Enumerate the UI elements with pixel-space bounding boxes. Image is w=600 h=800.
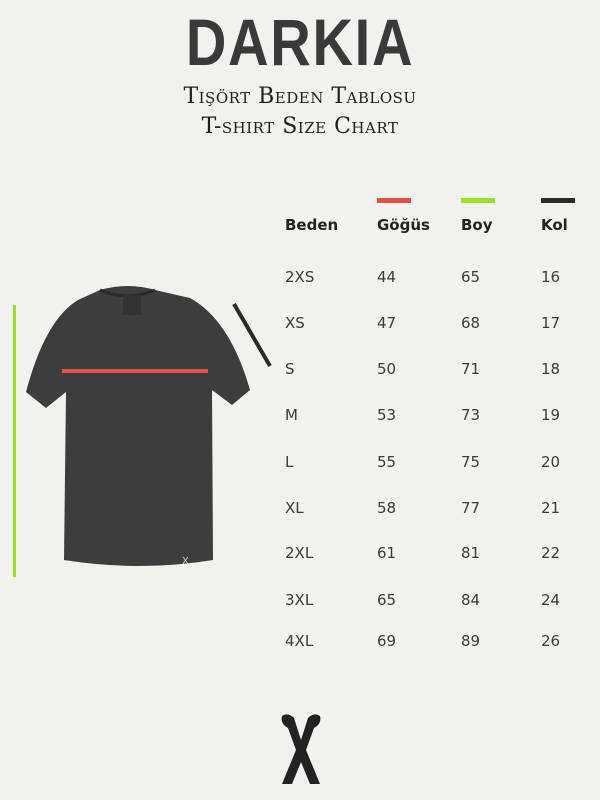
cell-kol: 20 bbox=[541, 453, 561, 471]
cell-gogus: 55 bbox=[377, 453, 397, 471]
cell-gogus: 65 bbox=[377, 591, 397, 609]
kol-color-bar bbox=[541, 198, 575, 203]
svg-text:X: X bbox=[182, 556, 189, 567]
cell-size: S bbox=[285, 360, 295, 378]
title-turkish: Tişört Beden Tablosu bbox=[183, 84, 417, 109]
cell-gogus: 44 bbox=[377, 268, 397, 286]
boy-color-bar bbox=[461, 198, 495, 203]
cell-boy: 81 bbox=[461, 544, 481, 562]
cell-size: M bbox=[285, 406, 298, 424]
cell-boy: 71 bbox=[461, 360, 481, 378]
cell-boy: 75 bbox=[461, 453, 481, 471]
length-measure-line bbox=[13, 305, 16, 577]
cell-gogus: 61 bbox=[377, 544, 397, 562]
tshirt-image: X bbox=[13, 286, 272, 577]
header-gogus: Göğüs bbox=[377, 216, 430, 234]
cell-gogus: 47 bbox=[377, 314, 397, 332]
cell-kol: 18 bbox=[541, 360, 561, 378]
cell-kol: 19 bbox=[541, 406, 561, 424]
cell-gogus: 53 bbox=[377, 406, 397, 424]
cell-size: L bbox=[285, 453, 294, 471]
brand-logo: DARKIA bbox=[185, 5, 415, 79]
header-beden: Beden bbox=[285, 216, 339, 234]
cell-gogus: 58 bbox=[377, 499, 397, 517]
cell-kol: 24 bbox=[541, 591, 561, 609]
cell-boy: 73 bbox=[461, 406, 481, 424]
sleeve-measure-line bbox=[232, 302, 272, 368]
cell-boy: 77 bbox=[461, 499, 481, 517]
header-kol: Kol bbox=[541, 216, 568, 234]
cell-boy: 68 bbox=[461, 314, 481, 332]
cell-size: XS bbox=[285, 314, 305, 332]
cell-kol: 17 bbox=[541, 314, 561, 332]
cell-gogus: 69 bbox=[377, 632, 397, 650]
title-english: T-shirt Size Chart bbox=[201, 114, 399, 139]
x-logo-icon bbox=[281, 714, 321, 784]
cell-size: 3XL bbox=[285, 591, 314, 609]
cell-kol: 16 bbox=[541, 268, 561, 286]
cell-size: XL bbox=[285, 499, 304, 517]
cell-kol: 22 bbox=[541, 544, 561, 562]
cell-size: 2XL bbox=[285, 544, 314, 562]
cell-boy: 65 bbox=[461, 268, 481, 286]
cell-boy: 84 bbox=[461, 591, 481, 609]
cell-size: 2XS bbox=[285, 268, 315, 286]
cell-size: 4XL bbox=[285, 632, 314, 650]
cell-kol: 26 bbox=[541, 632, 561, 650]
header-boy: Boy bbox=[461, 216, 493, 234]
chest-measure-line bbox=[62, 369, 208, 373]
gogus-color-bar bbox=[377, 198, 411, 203]
cell-boy: 89 bbox=[461, 632, 481, 650]
cell-gogus: 50 bbox=[377, 360, 397, 378]
cell-kol: 21 bbox=[541, 499, 561, 517]
